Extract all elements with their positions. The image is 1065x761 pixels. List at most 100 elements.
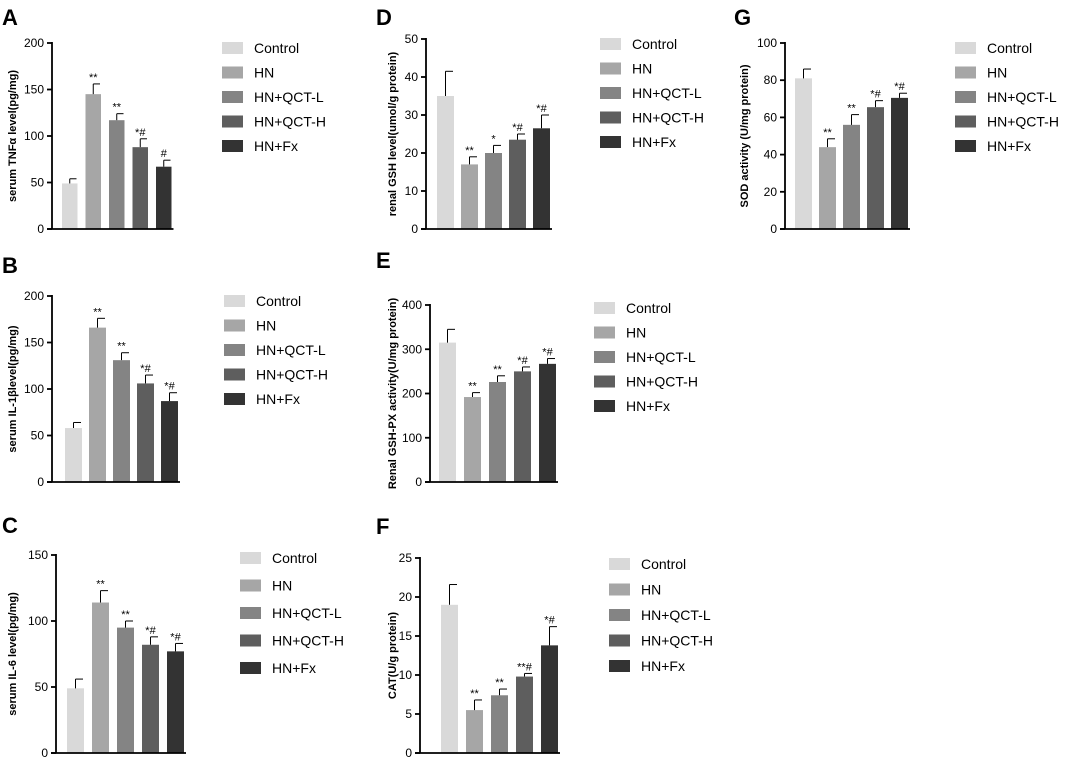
bar-hn-qct-h	[516, 676, 533, 753]
legend-label: HN+Fx	[987, 138, 1031, 154]
legend-swatch	[222, 42, 243, 54]
y-tick-label: 200	[24, 36, 44, 50]
bar-hn-qct-h	[132, 147, 148, 229]
legend-swatch	[240, 579, 261, 592]
legend-swatch	[600, 87, 621, 99]
y-axis-label: renal GSH level(umol/g protein)	[387, 51, 399, 216]
significance-mark: *#	[170, 631, 181, 643]
legend-label: HN	[254, 65, 274, 81]
legend-swatch	[240, 634, 261, 647]
y-tick-label: 150	[28, 548, 48, 562]
y-tick-label: 30	[405, 108, 419, 122]
legend-label: HN+QCT-L	[641, 607, 711, 623]
y-tick-label: 0	[770, 222, 777, 236]
legend-label: HN	[626, 325, 646, 341]
legend-swatch	[240, 552, 261, 564]
legend-label: HN+Fx	[254, 138, 298, 154]
chart-panel-f: F CAT(U/g protein) ** ** **# *# 0 5 10 15 20 25 Cont…	[376, 514, 713, 760]
bar-hn-qct-h	[142, 644, 159, 753]
significance-mark: **	[89, 72, 98, 84]
legend-swatch	[594, 400, 615, 412]
y-tick-label: 50	[35, 680, 49, 694]
bar-hn-qct-l	[109, 120, 125, 229]
y-tick-label: 60	[764, 110, 778, 124]
y-tick-label: 150	[24, 83, 44, 97]
significance-mark: **	[96, 579, 105, 591]
legend-label: Control	[641, 556, 686, 572]
y-tick-label: 300	[402, 342, 422, 356]
y-tick-label: 200	[402, 387, 422, 401]
y-tick-label: 5	[405, 707, 412, 721]
legend-label: HN	[272, 578, 292, 594]
legend-swatch	[222, 66, 243, 79]
legend-label: HN	[632, 61, 652, 77]
legend-swatch	[609, 583, 630, 596]
y-tick-label: 0	[405, 746, 412, 760]
legend-swatch	[609, 660, 630, 672]
legend-swatch	[224, 319, 245, 332]
significance-mark: *#	[894, 81, 905, 93]
legend-label: HN+Fx	[256, 391, 300, 407]
y-tick-label: 100	[402, 431, 422, 445]
bar-hn-qct-h	[509, 139, 526, 229]
legend-swatch	[955, 66, 976, 79]
legend-swatch	[594, 302, 615, 314]
legend-label: HN+QCT-L	[626, 349, 696, 365]
legend-swatch	[594, 326, 615, 339]
y-axis-label: serum IL-1βlevel(pg/mg)	[7, 325, 19, 452]
significance-mark: *#	[542, 347, 553, 359]
legend-swatch	[955, 115, 976, 128]
legend-label: HN+QCT-L	[632, 85, 702, 101]
legend-label: HN+QCT-L	[987, 89, 1057, 105]
bar-hn-qct-l	[113, 360, 130, 482]
legend-label: Control	[272, 550, 317, 566]
bar-hn-fx	[891, 97, 908, 230]
significance-mark: **	[112, 102, 121, 114]
y-tick-label: 400	[402, 298, 422, 312]
bar-control	[65, 428, 82, 482]
legend-swatch	[600, 62, 621, 75]
bar-hn	[819, 147, 836, 229]
chart-panel-e: E Renal GSH-PX activity(U/mg protein) ** **…	[376, 248, 698, 489]
y-tick-label: 0	[37, 475, 44, 489]
bar-hn-fx	[541, 645, 558, 753]
legend-swatch	[240, 607, 261, 619]
legend-swatch	[594, 351, 615, 363]
bar-hn-qct-h	[137, 383, 154, 482]
significance-mark: *#	[544, 615, 555, 627]
y-axis-label: serum IL-6 level(pg/mg)	[7, 592, 19, 716]
y-axis-label: Renal GSH-PX activity(U/mg protein)	[387, 298, 399, 490]
y-tick-label: 50	[405, 32, 419, 46]
y-tick-label: 20	[405, 146, 419, 160]
significance-mark: **	[847, 103, 856, 115]
legend-label: Control	[254, 40, 299, 56]
legend-label: HN+QCT-H	[272, 633, 344, 649]
y-tick-label: 100	[24, 382, 44, 396]
significance-mark: **	[823, 127, 832, 139]
legend-label: HN	[641, 582, 661, 598]
legend-swatch	[609, 634, 630, 647]
y-tick-label: 100	[757, 36, 777, 50]
bar-hn	[85, 94, 101, 230]
significance-mark: *#	[517, 355, 528, 367]
y-tick-label: 200	[24, 289, 44, 303]
bar-control	[437, 96, 454, 229]
significance-mark: **	[121, 609, 130, 621]
y-tick-label: 40	[405, 70, 419, 84]
significance-mark: **	[468, 381, 477, 393]
bar-hn-qct-h	[867, 107, 884, 229]
bar-hn-qct-l	[491, 695, 508, 753]
significance-mark: **	[93, 306, 102, 318]
legend-label: HN+QCT-H	[987, 114, 1059, 130]
y-tick-label: 80	[764, 73, 778, 87]
significance-mark: **	[117, 341, 126, 353]
legend-label: HN+QCT-H	[256, 367, 328, 383]
legend-swatch	[609, 609, 630, 621]
y-tick-label: 50	[31, 176, 45, 190]
legend-label: HN+Fx	[272, 660, 316, 676]
legend-label: HN+QCT-H	[626, 374, 698, 390]
legend-swatch	[240, 662, 261, 674]
